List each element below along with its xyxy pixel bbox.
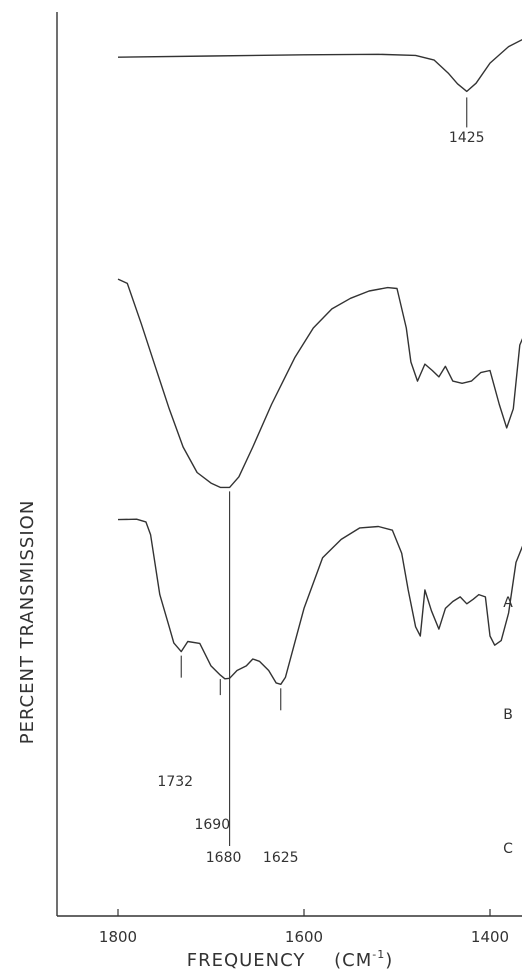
peak-label: 1625 <box>263 850 299 866</box>
x-axis-unit-exponent: -1 <box>372 948 385 961</box>
series-line-a <box>117 38 522 93</box>
series-label-b: B <box>503 707 513 723</box>
series-label-a: A <box>503 595 513 611</box>
x-axis-unit: (CM <box>334 950 372 971</box>
series-line-c <box>117 518 522 685</box>
peak-label: 1690 <box>194 817 230 833</box>
x-axis-title: FREQUENCY (CM-1) <box>187 948 394 971</box>
series-label-c: C <box>503 841 513 857</box>
peak-label: 1680 <box>206 850 242 866</box>
peak-label: 1425 <box>449 130 485 146</box>
x-axis-unit-close: ) <box>385 950 393 971</box>
annotation-layer: 1425131017321690168016251304 <box>157 97 485 866</box>
series-line-b <box>117 278 522 489</box>
axes: 1800160014001200 <box>56 12 522 946</box>
series-layer: A B C <box>117 38 522 857</box>
y-axis-title: PERCENT TRANSMISSION <box>17 500 38 745</box>
x-ticks: 1800160014001200 <box>99 909 509 946</box>
peak-label: 1732 <box>157 774 193 790</box>
x-tick-label: 1600 <box>285 928 323 946</box>
x-axis-title-text: FREQUENCY <box>187 950 306 971</box>
x-tick-label: 1800 <box>99 928 137 946</box>
x-tick-label: 1400 <box>471 928 509 946</box>
